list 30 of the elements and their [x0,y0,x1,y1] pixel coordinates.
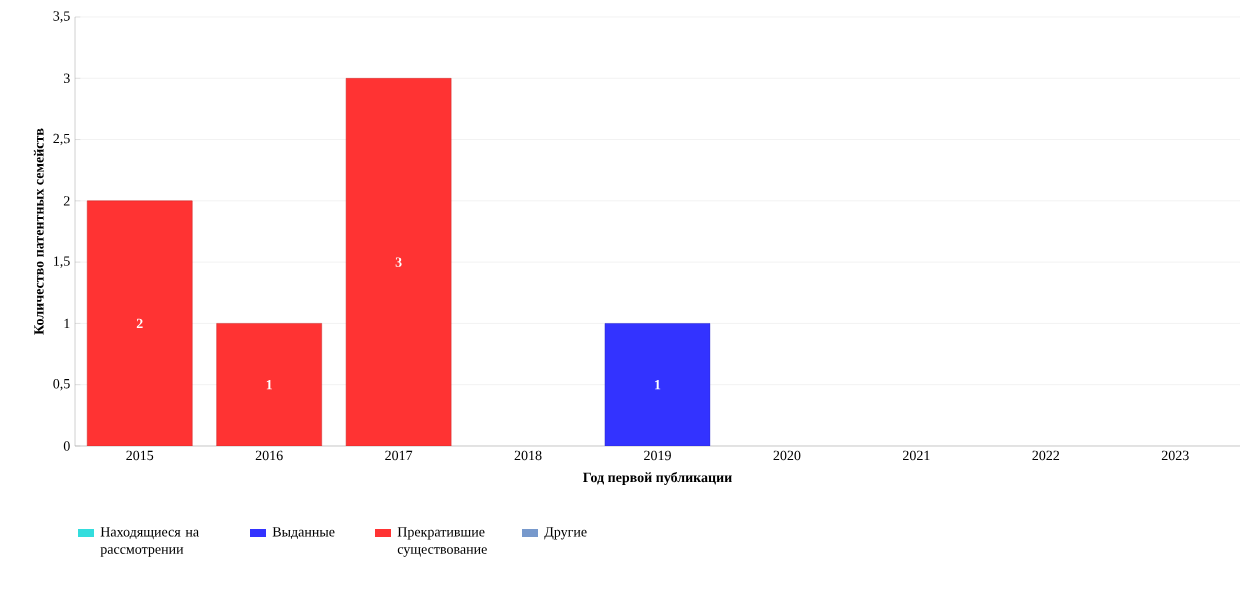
x-tick-label: 2022 [1032,450,1060,461]
bar [345,78,452,446]
bar [86,200,193,446]
bar [216,323,322,446]
x-tick-label: 2016 [255,450,283,461]
x-tick-label: 2019 [644,450,671,461]
legend-label: Находящиеся на рассмотрении [100,527,199,557]
legend-label: Выданные [272,527,335,540]
data-label: 1 [266,380,272,390]
y-tick-label: 1,5 [54,256,70,268]
data-label: 1 [655,380,661,390]
y-tick-label: 2,5 [53,133,70,146]
x-axis-title: Год первой публикации [583,471,732,485]
y-tick-label: 3 [63,73,70,83]
x-tick-label: 2021 [903,450,930,461]
x-tick-label: 2017 [385,450,413,461]
x-tick-label: 2020 [773,450,801,461]
x-tick-label: 2015 [126,450,154,461]
y-tick-label: 0 [63,441,70,451]
y-tick-label: 0,5 [53,378,70,391]
y-tick-label: 1 [64,318,70,329]
x-tick-label: 2018 [514,450,542,461]
y-tick-label: 2 [63,196,70,206]
x-tick-label: 2023 [1161,450,1189,461]
y-tick-label: 3,5 [53,11,70,23]
legend-label: Прекратившие существование [397,527,487,557]
legend-label: Другие [544,527,587,540]
data-label: 2 [136,318,143,329]
data-label: 3 [395,257,402,267]
y-axis-title: Количество патентных семейств [33,128,44,335]
